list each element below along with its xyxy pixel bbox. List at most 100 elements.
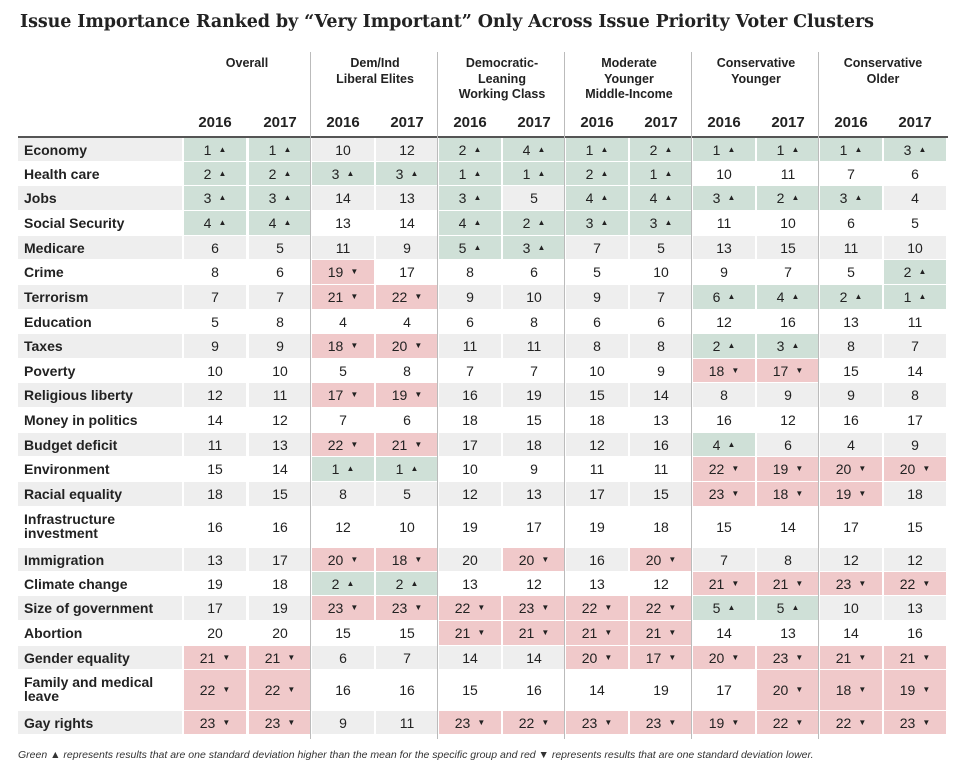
rank-value: 17 (399, 264, 415, 280)
rank-value: 3 (458, 190, 467, 206)
rank-value: 5 (593, 264, 601, 280)
rank-value: 11 (589, 461, 605, 477)
rank-cell: 9 (249, 334, 311, 358)
rank-value: 23 (199, 714, 216, 731)
group-separator (818, 52, 819, 739)
rank-cell: 19 (630, 670, 692, 710)
rank-cell: 16 (757, 310, 819, 333)
rank-cell: 21 ▼ (249, 646, 311, 669)
rank-cell: 13 (439, 572, 501, 595)
down-triangle-icon: ▼ (287, 717, 296, 727)
issue-label: Terrorism (18, 285, 182, 309)
rank-value: 22 (264, 682, 281, 698)
rank-value: 12 (462, 486, 478, 502)
rank-cell: 18 (184, 482, 246, 506)
rank-cell: 1 ▲ (884, 285, 946, 309)
rank-cell: 19 (566, 507, 628, 547)
rank-cell: 16 (566, 548, 628, 571)
rank-cell: 2 ▲ (249, 162, 311, 185)
rank-value: 15 (589, 387, 605, 403)
rank-value: 23 (391, 600, 408, 616)
rank-value: 2 (522, 215, 531, 231)
rank-value: 22 (708, 461, 725, 477)
rank-value: 18 (772, 486, 789, 502)
rank-value: 3 (776, 338, 785, 354)
rank-cell: 14 (820, 621, 882, 645)
rank-value: 16 (843, 412, 859, 428)
rank-cell: 8 (566, 334, 628, 358)
rank-value: 6 (466, 313, 474, 330)
rank-value: 1 (776, 141, 785, 158)
rank-value: 12 (843, 551, 859, 568)
rank-value: 12 (272, 412, 288, 428)
year-header: 2017 (517, 114, 551, 131)
down-triangle-icon: ▼ (541, 628, 550, 637)
rank-cell: 22 ▼ (630, 596, 692, 620)
issue-label: Environment (24, 461, 110, 477)
rank-value: 8 (911, 387, 919, 403)
rank-value: 17 (589, 486, 605, 502)
rank-value: 11 (526, 338, 542, 354)
rank-cell: 19 ▼ (884, 670, 946, 710)
rank-cell: 20 (184, 621, 246, 645)
rank-cell: 16 (184, 507, 246, 547)
year-header: 2017 (263, 114, 297, 131)
rank-cell: 9 (630, 359, 692, 382)
rank-cell: 21 ▼ (820, 646, 882, 669)
rank-cell: 20 ▼ (312, 548, 374, 571)
up-triangle-icon: ▲ (854, 144, 863, 154)
page-title: Issue Importance Ranked by “Very Importa… (20, 12, 874, 32)
rank-cell: 6 ▲ (693, 285, 755, 309)
rank-cell: 23 ▼ (693, 482, 755, 506)
rank-cell: 14 (184, 408, 246, 432)
down-triangle-icon: ▼ (414, 554, 423, 564)
down-triangle-icon: ▼ (795, 578, 804, 588)
rank-value: 18 (526, 436, 542, 453)
rank-value: 14 (780, 519, 796, 535)
rank-cell: 11 (249, 383, 311, 407)
rank-value: 10 (843, 600, 859, 616)
rank-value: 3 (395, 165, 404, 182)
down-triangle-icon: ▼ (477, 628, 486, 637)
rank-cell: 8 (439, 260, 501, 284)
down-triangle-icon: ▼ (731, 489, 740, 498)
rank-cell: 11 (439, 334, 501, 358)
rank-value: 16 (526, 682, 542, 698)
rank-value: 3 (522, 239, 531, 256)
issue-label: Jobs (18, 186, 182, 210)
rank-cell: 4 ▲ (249, 211, 311, 235)
rank-value: 12 (780, 412, 796, 428)
rank-cell: 7 (312, 408, 374, 432)
rank-value: 15 (526, 412, 542, 428)
up-triangle-icon: ▲ (473, 242, 482, 252)
rank-cell: 14 (757, 507, 819, 547)
rank-value: 5 (712, 600, 721, 616)
rank-cell: 2 ▲ (820, 285, 882, 309)
rank-value: 9 (403, 239, 411, 256)
issue-label: Size of government (18, 596, 182, 620)
rank-cell: 1 ▲ (693, 138, 755, 161)
rank-value: 8 (403, 362, 411, 379)
rank-cell: 23 ▼ (376, 596, 438, 620)
rank-cell: 10 (184, 359, 246, 382)
rank-cell: 11 (757, 162, 819, 185)
rank-value: 2 (649, 141, 658, 158)
rank-cell: 13 (757, 621, 819, 645)
rank-cell: 19 ▼ (312, 260, 374, 284)
rank-value: 17 (526, 519, 542, 535)
rank-value: 16 (207, 519, 223, 535)
rank-cell: 6 (312, 646, 374, 669)
rank-cell: 7 (630, 285, 692, 309)
rank-value: 6 (657, 313, 665, 330)
rank-cell: 5 (184, 310, 246, 333)
rank-value: 2 (712, 338, 721, 354)
rank-cell: 16 (312, 670, 374, 710)
down-triangle-icon: ▼ (477, 603, 486, 612)
rank-value: 7 (720, 551, 728, 568)
rank-value: 20 (581, 649, 598, 666)
rank-cell: 19 (439, 507, 501, 547)
rank-cell: 15 (820, 359, 882, 382)
rank-cell: 2 ▲ (503, 211, 565, 235)
rank-value: 19 (391, 387, 408, 403)
rank-value: 23 (645, 714, 662, 731)
